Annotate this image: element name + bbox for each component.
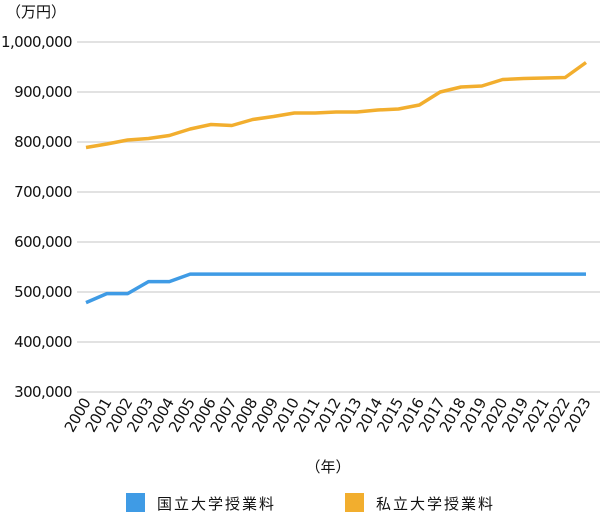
- y-tick-label: 900,000: [14, 83, 72, 101]
- y-tick-label: 600,000: [14, 233, 72, 251]
- x-axis-label: （年）: [305, 458, 350, 476]
- legend-swatch: [345, 493, 364, 512]
- legend-label: 国立大学授業料: [157, 495, 276, 513]
- legend-label: 私立大学授業料: [376, 495, 495, 513]
- y-tick-label: 500,000: [14, 283, 72, 301]
- y-tick-label: 1,000,000: [1, 33, 72, 51]
- y-tick-label: 700,000: [14, 183, 72, 201]
- y-tick-label: 400,000: [14, 333, 72, 351]
- y-tick-label: 300,000: [14, 383, 72, 401]
- legend-swatch: [126, 493, 145, 512]
- series-line-private: [85, 61, 588, 150]
- unit-label: （万円）: [6, 3, 66, 21]
- series-line-national: [85, 272, 586, 305]
- y-tick-label: 800,000: [14, 133, 72, 151]
